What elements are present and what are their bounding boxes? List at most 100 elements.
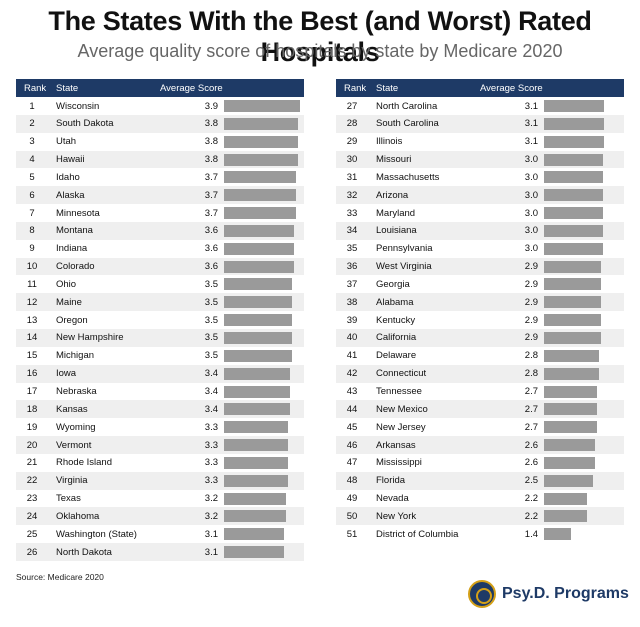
state-cell: Louisiana xyxy=(376,225,417,237)
score-cell: 3.0 xyxy=(524,189,538,201)
state-cell: Alaska xyxy=(56,189,85,201)
ranking-table-left: Rank State Average Score 1 Wisconsin 3.9 2 S… xyxy=(16,79,304,561)
score-cell: 2.7 xyxy=(524,386,538,397)
state-cell: California xyxy=(376,332,417,344)
state-cell: Pennsylvania xyxy=(376,243,433,255)
score-bar xyxy=(544,403,597,416)
rank-cell: 28 xyxy=(346,118,358,130)
score-cell: 3.5 xyxy=(204,296,218,308)
score-bar xyxy=(544,117,605,130)
rank-cell: 23 xyxy=(26,493,38,505)
rank-cell: 39 xyxy=(346,314,358,326)
table-row: 16 Iowa 3.4 xyxy=(16,364,304,383)
score-cell: 3.0 xyxy=(524,154,538,166)
score-bar xyxy=(224,385,291,398)
rank-cell: 27 xyxy=(346,100,358,112)
score-cell: 2.5 xyxy=(524,475,538,487)
header-rank: Rank xyxy=(344,83,367,94)
state-cell: Oregon xyxy=(56,314,88,326)
score-bar xyxy=(544,385,597,398)
rank-cell: 29 xyxy=(346,136,358,148)
score-bar xyxy=(224,510,287,523)
score-cell: 3.2 xyxy=(204,493,218,505)
psyd-logo-icon xyxy=(468,580,496,608)
rank-cell: 5 xyxy=(29,171,35,183)
score-bar xyxy=(224,439,289,452)
score-cell: 3.7 xyxy=(204,189,218,201)
score-cell: 3.3 xyxy=(204,439,218,451)
state-cell: Wyoming xyxy=(56,421,96,433)
rank-cell: 34 xyxy=(346,225,358,237)
state-cell: Colorado xyxy=(56,261,95,273)
table-row: 8 Montana 3.6 xyxy=(16,221,304,240)
score-cell: 3.8 xyxy=(204,136,218,148)
score-bar xyxy=(224,117,299,130)
state-cell: Iowa xyxy=(56,368,77,380)
rank-cell: 44 xyxy=(346,403,358,415)
score-bar xyxy=(224,153,299,166)
state-cell: Oklahoma xyxy=(56,510,100,522)
table-row: 49 Nevada 2.2 xyxy=(336,490,624,508)
score-bar xyxy=(224,456,289,469)
state-cell: South Dakota xyxy=(56,118,114,130)
score-cell: 3.2 xyxy=(204,510,218,522)
rank-cell: 31 xyxy=(346,171,358,183)
state-cell: Vermont xyxy=(56,439,92,451)
rank-cell: 46 xyxy=(346,439,358,451)
table-row: 13 Oregon 3.5 xyxy=(16,311,304,329)
score-bar xyxy=(544,100,605,112)
state-cell: North Dakota xyxy=(56,546,112,558)
table-row: 42 Connecticut 2.8 xyxy=(336,364,624,383)
table-row: 48 Florida 2.5 xyxy=(336,471,624,490)
score-cell: 2.9 xyxy=(524,261,538,273)
rank-cell: 43 xyxy=(346,386,358,397)
score-bar xyxy=(224,528,285,541)
state-cell: District of Columbia xyxy=(376,528,459,540)
header-score: Average Score xyxy=(480,83,543,94)
score-cell: 3.4 xyxy=(204,403,218,415)
rank-cell: 48 xyxy=(346,475,358,487)
table-row: 2 South Dakota 3.8 xyxy=(16,114,304,133)
table-row: 45 New Jersey 2.7 xyxy=(336,418,624,436)
state-cell: Maryland xyxy=(376,207,416,219)
table-row: 37 Georgia 2.9 xyxy=(336,275,624,293)
table-row: 20 Vermont 3.3 xyxy=(16,436,304,454)
state-cell: Utah xyxy=(56,136,77,148)
table-row: 1 Wisconsin 3.9 xyxy=(16,97,304,115)
score-cell: 2.7 xyxy=(524,403,538,415)
score-bar xyxy=(224,492,287,505)
state-cell: Alabama xyxy=(376,296,414,308)
score-cell: 3.3 xyxy=(204,457,218,469)
score-cell: 3.3 xyxy=(204,475,218,487)
table-row: 5 Idaho 3.7 xyxy=(16,168,304,186)
state-cell: New Mexico xyxy=(376,403,428,415)
rank-cell: 37 xyxy=(346,278,358,290)
ranking-table-right: Rank State Average Score 27 North Carolin… xyxy=(336,79,624,543)
score-cell: 3.0 xyxy=(524,171,538,183)
score-cell: 3.6 xyxy=(204,225,218,237)
table-row: 12 Maine 3.5 xyxy=(16,293,304,312)
score-cell: 3.8 xyxy=(204,154,218,166)
rank-cell: 2 xyxy=(29,118,35,130)
score-bar xyxy=(224,242,295,255)
rank-cell: 7 xyxy=(29,207,35,219)
score-cell: 3.7 xyxy=(204,207,218,219)
table-row: 19 Wyoming 3.3 xyxy=(16,418,304,436)
score-bar xyxy=(544,349,599,362)
table-row: 30 Missouri 3.0 xyxy=(336,150,624,169)
state-cell: Arkansas xyxy=(376,439,416,451)
score-cell: 3.5 xyxy=(204,278,218,290)
table-row: 24 Oklahoma 3.2 xyxy=(16,507,304,526)
score-bar xyxy=(544,314,601,327)
score-cell: 3.4 xyxy=(204,368,218,380)
score-bar xyxy=(224,260,295,273)
score-cell: 3.6 xyxy=(204,243,218,255)
rank-cell: 32 xyxy=(346,189,358,201)
score-bar xyxy=(224,278,293,291)
score-cell: 2.2 xyxy=(524,510,538,522)
rank-cell: 13 xyxy=(26,314,38,326)
rank-cell: 9 xyxy=(29,243,35,255)
table-row: 25 Washington (State) 3.1 xyxy=(16,525,304,543)
rank-cell: 40 xyxy=(346,332,358,344)
table-row: 47 Mississippi 2.6 xyxy=(336,454,624,472)
